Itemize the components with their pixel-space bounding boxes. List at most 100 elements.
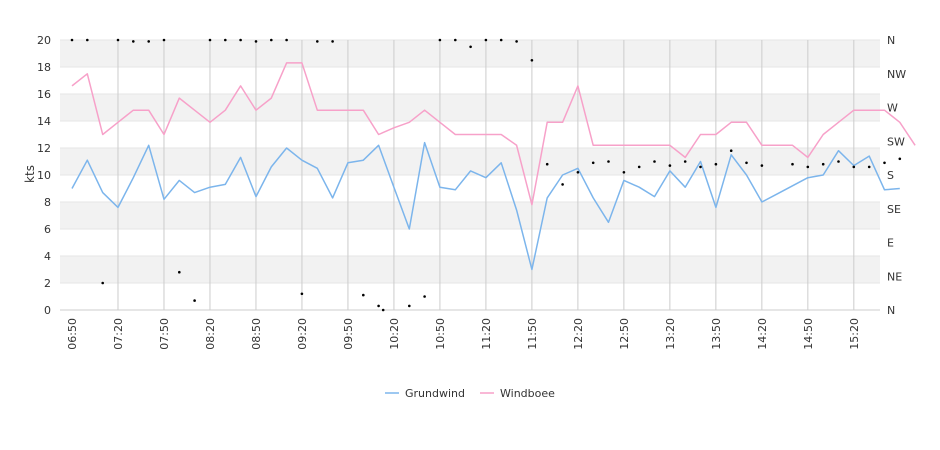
direction-tick-label: NE bbox=[887, 270, 902, 283]
x-tick-label: 09:50 bbox=[342, 318, 355, 350]
plot-band bbox=[60, 283, 880, 310]
direction-point bbox=[178, 270, 181, 274]
direction-point bbox=[285, 38, 288, 42]
direction-point bbox=[484, 38, 488, 42]
direction-point bbox=[683, 160, 687, 163]
x-tick-label: 14:50 bbox=[802, 318, 815, 350]
series-line-windboee bbox=[71, 62, 916, 206]
direction-tick-label: N bbox=[887, 304, 895, 317]
direction-point bbox=[423, 295, 426, 298]
direction-point bbox=[208, 38, 212, 42]
direction-points bbox=[70, 38, 902, 312]
y-tick-label: 2 bbox=[44, 277, 51, 290]
legend-label-windboee: Windboee bbox=[500, 387, 555, 400]
vertical-gridlines bbox=[60, 40, 880, 311]
direction-tick-label: SE bbox=[887, 203, 901, 216]
y-axis-title: kts bbox=[23, 165, 37, 183]
x-tick-label: 13:20 bbox=[664, 318, 677, 350]
direction-point bbox=[622, 171, 626, 174]
x-tick-label: 09:20 bbox=[296, 318, 309, 350]
y-tick-label: 12 bbox=[37, 142, 51, 155]
direction-tick-label: SW bbox=[887, 135, 905, 148]
direction-point bbox=[760, 164, 764, 167]
plot-band bbox=[60, 202, 880, 229]
direction-point bbox=[86, 38, 89, 42]
y-tick-label: 6 bbox=[44, 223, 51, 236]
x-tick-label: 10:20 bbox=[388, 318, 401, 350]
direction-point bbox=[300, 292, 304, 296]
direction-point bbox=[576, 171, 580, 174]
direction-point bbox=[162, 38, 166, 42]
x-tick-label: 13:50 bbox=[710, 318, 723, 350]
direction-tick-label: S bbox=[887, 169, 894, 182]
series-line-grundwind bbox=[71, 141, 900, 271]
direction-point bbox=[499, 38, 503, 42]
direction-point bbox=[224, 38, 227, 42]
direction-point bbox=[254, 40, 258, 43]
x-tick-label: 11:50 bbox=[526, 318, 539, 350]
direction-point bbox=[70, 38, 74, 42]
direction-point bbox=[714, 162, 718, 166]
direction-point bbox=[699, 165, 702, 169]
direction-point bbox=[852, 165, 856, 169]
y-tick-label: 18 bbox=[37, 61, 51, 74]
y-tick-label: 14 bbox=[37, 115, 51, 128]
direction-point bbox=[239, 38, 242, 42]
plot-band bbox=[60, 40, 880, 67]
direction-point bbox=[883, 161, 886, 165]
direction-point bbox=[193, 299, 196, 302]
direction-axis-ticks: N NE E SE S SW W NW N bbox=[887, 34, 906, 317]
direction-point bbox=[637, 165, 641, 169]
direction-point bbox=[837, 160, 840, 163]
x-tick-label: 07:20 bbox=[112, 318, 125, 350]
direction-tick-label: W bbox=[887, 102, 898, 115]
y-tick-label: 20 bbox=[37, 34, 51, 47]
direction-point bbox=[745, 161, 748, 165]
direction-point bbox=[101, 281, 104, 285]
direction-tick-label: N bbox=[887, 34, 895, 47]
x-tick-label: 12:20 bbox=[572, 318, 585, 350]
direction-point bbox=[821, 162, 825, 166]
direction-point bbox=[867, 165, 871, 169]
direction-point bbox=[545, 162, 549, 166]
plot-band bbox=[60, 94, 880, 121]
direction-point bbox=[331, 40, 334, 43]
plot-background-bands bbox=[60, 39, 880, 311]
direction-point bbox=[377, 304, 380, 308]
direction-point bbox=[147, 40, 150, 43]
x-tick-label: 11:20 bbox=[480, 318, 493, 350]
direction-point bbox=[607, 160, 610, 163]
direction-point bbox=[438, 38, 442, 42]
direction-point bbox=[316, 40, 319, 43]
direction-point bbox=[653, 160, 656, 163]
y-tick-label: 4 bbox=[44, 250, 51, 263]
x-tick-label: 10:50 bbox=[434, 318, 447, 350]
plot-band bbox=[60, 175, 880, 202]
x-tick-label: 08:50 bbox=[250, 318, 263, 350]
series-lines bbox=[71, 62, 916, 271]
direction-point bbox=[561, 183, 564, 186]
y-tick-label: 10 bbox=[37, 169, 51, 182]
direction-point bbox=[591, 161, 595, 165]
plot-band bbox=[60, 229, 880, 256]
direction-point bbox=[408, 304, 411, 308]
y-tick-label: 0 bbox=[44, 304, 51, 317]
direction-point bbox=[362, 293, 365, 297]
x-tick-label: 15:20 bbox=[848, 318, 861, 350]
x-tick-label: 07:50 bbox=[158, 318, 171, 350]
direction-point bbox=[469, 45, 472, 49]
direction-point bbox=[132, 40, 135, 43]
y-tick-label: 8 bbox=[44, 196, 51, 209]
legend-label-grundwind: Grundwind bbox=[405, 387, 465, 400]
x-tick-label: 08:20 bbox=[204, 318, 217, 350]
direction-tick-label: NW bbox=[887, 68, 906, 81]
x-axis-ticks: 06:50 07:20 07:50 08:20 08:50 09:20 09:50 10:20… bbox=[66, 318, 861, 350]
x-tick-label: 12:50 bbox=[618, 318, 631, 350]
direction-point bbox=[791, 162, 794, 166]
direction-point bbox=[116, 38, 120, 42]
direction-tick-label: E bbox=[887, 237, 894, 250]
direction-point bbox=[530, 59, 534, 62]
legend: Grundwind Windboee bbox=[385, 387, 555, 400]
direction-point bbox=[898, 157, 902, 161]
